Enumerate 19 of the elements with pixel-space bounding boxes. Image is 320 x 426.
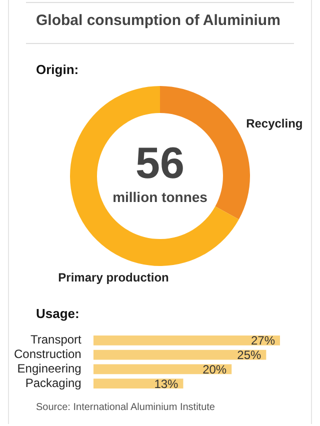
bar — [93, 350, 266, 360]
y-tick-label: Construction — [14, 347, 82, 362]
bar — [93, 335, 280, 346]
y-tick-label: Transport — [30, 332, 82, 347]
data-label: 20% — [202, 362, 227, 377]
data-label: 27% — [250, 334, 276, 348]
data-label: 25% — [237, 348, 262, 362]
chart-title: Usage: — [36, 306, 80, 321]
slice-label: Recycling — [246, 116, 303, 130]
y-tick-label: Packaging — [25, 376, 82, 390]
text: 56 — [136, 139, 184, 188]
slice-label: Primary production — [58, 270, 169, 284]
bar — [93, 378, 184, 389]
y-tick-label: Engineering — [17, 362, 82, 376]
text: million tonnes — [112, 188, 208, 205]
chart-title: Global consumption of Aluminium — [36, 12, 280, 29]
source-note: Source: International Aluminium Institute — [36, 402, 215, 413]
data-label: 13% — [154, 376, 179, 391]
chart-subtitle: Origin: — [36, 62, 79, 77]
